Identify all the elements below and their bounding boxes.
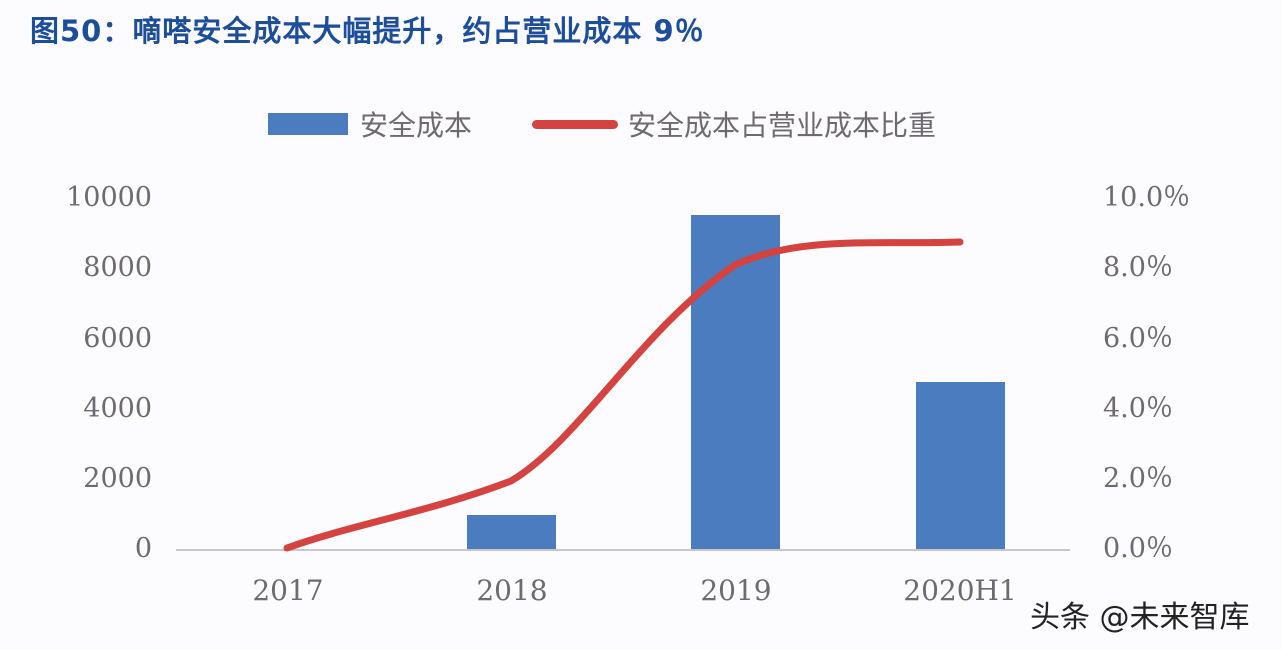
y-left-tick: 10000: [66, 182, 152, 213]
bar-2018: [467, 515, 556, 549]
x-tick: 2019: [700, 574, 772, 607]
legend-line-swatch: [532, 119, 619, 129]
y-right-tick: 4.0％: [1103, 393, 1173, 424]
watermark: 头条 @未来智库: [1030, 600, 1250, 635]
x-axis-line: [176, 549, 1070, 551]
y-left-tick: 2000: [83, 463, 152, 494]
y-right-tick: 0.0％: [1103, 533, 1173, 564]
y-left-tick: 0: [134, 533, 152, 564]
x-tick: 2017: [252, 574, 324, 607]
x-tick: 2018: [476, 574, 548, 607]
bar-2019: [691, 215, 780, 549]
y-left-tick: 8000: [83, 252, 152, 283]
y-right-tick: 6.0％: [1103, 323, 1173, 354]
legend-bar-label: 安全成本: [360, 109, 473, 142]
x-tick: 2020H1: [903, 574, 1017, 607]
legend-bar-swatch: [268, 113, 348, 135]
y-left-tick: 6000: [83, 323, 152, 354]
y-right-tick: 2.0％: [1103, 463, 1173, 494]
legend: 安全成本 安全成本占营业成本比重: [268, 104, 936, 144]
legend-line-label: 安全成本占营业成本比重: [628, 109, 937, 142]
bar-2020h1: [916, 382, 1005, 549]
y-right-tick: 8.0％: [1103, 252, 1173, 283]
y-right-tick: 10.0％: [1103, 182, 1191, 213]
y-left-tick: 4000: [83, 393, 152, 424]
chart-title: 图50：嘀嗒安全成本大幅提升，约占营业成本 9％: [30, 14, 705, 48]
